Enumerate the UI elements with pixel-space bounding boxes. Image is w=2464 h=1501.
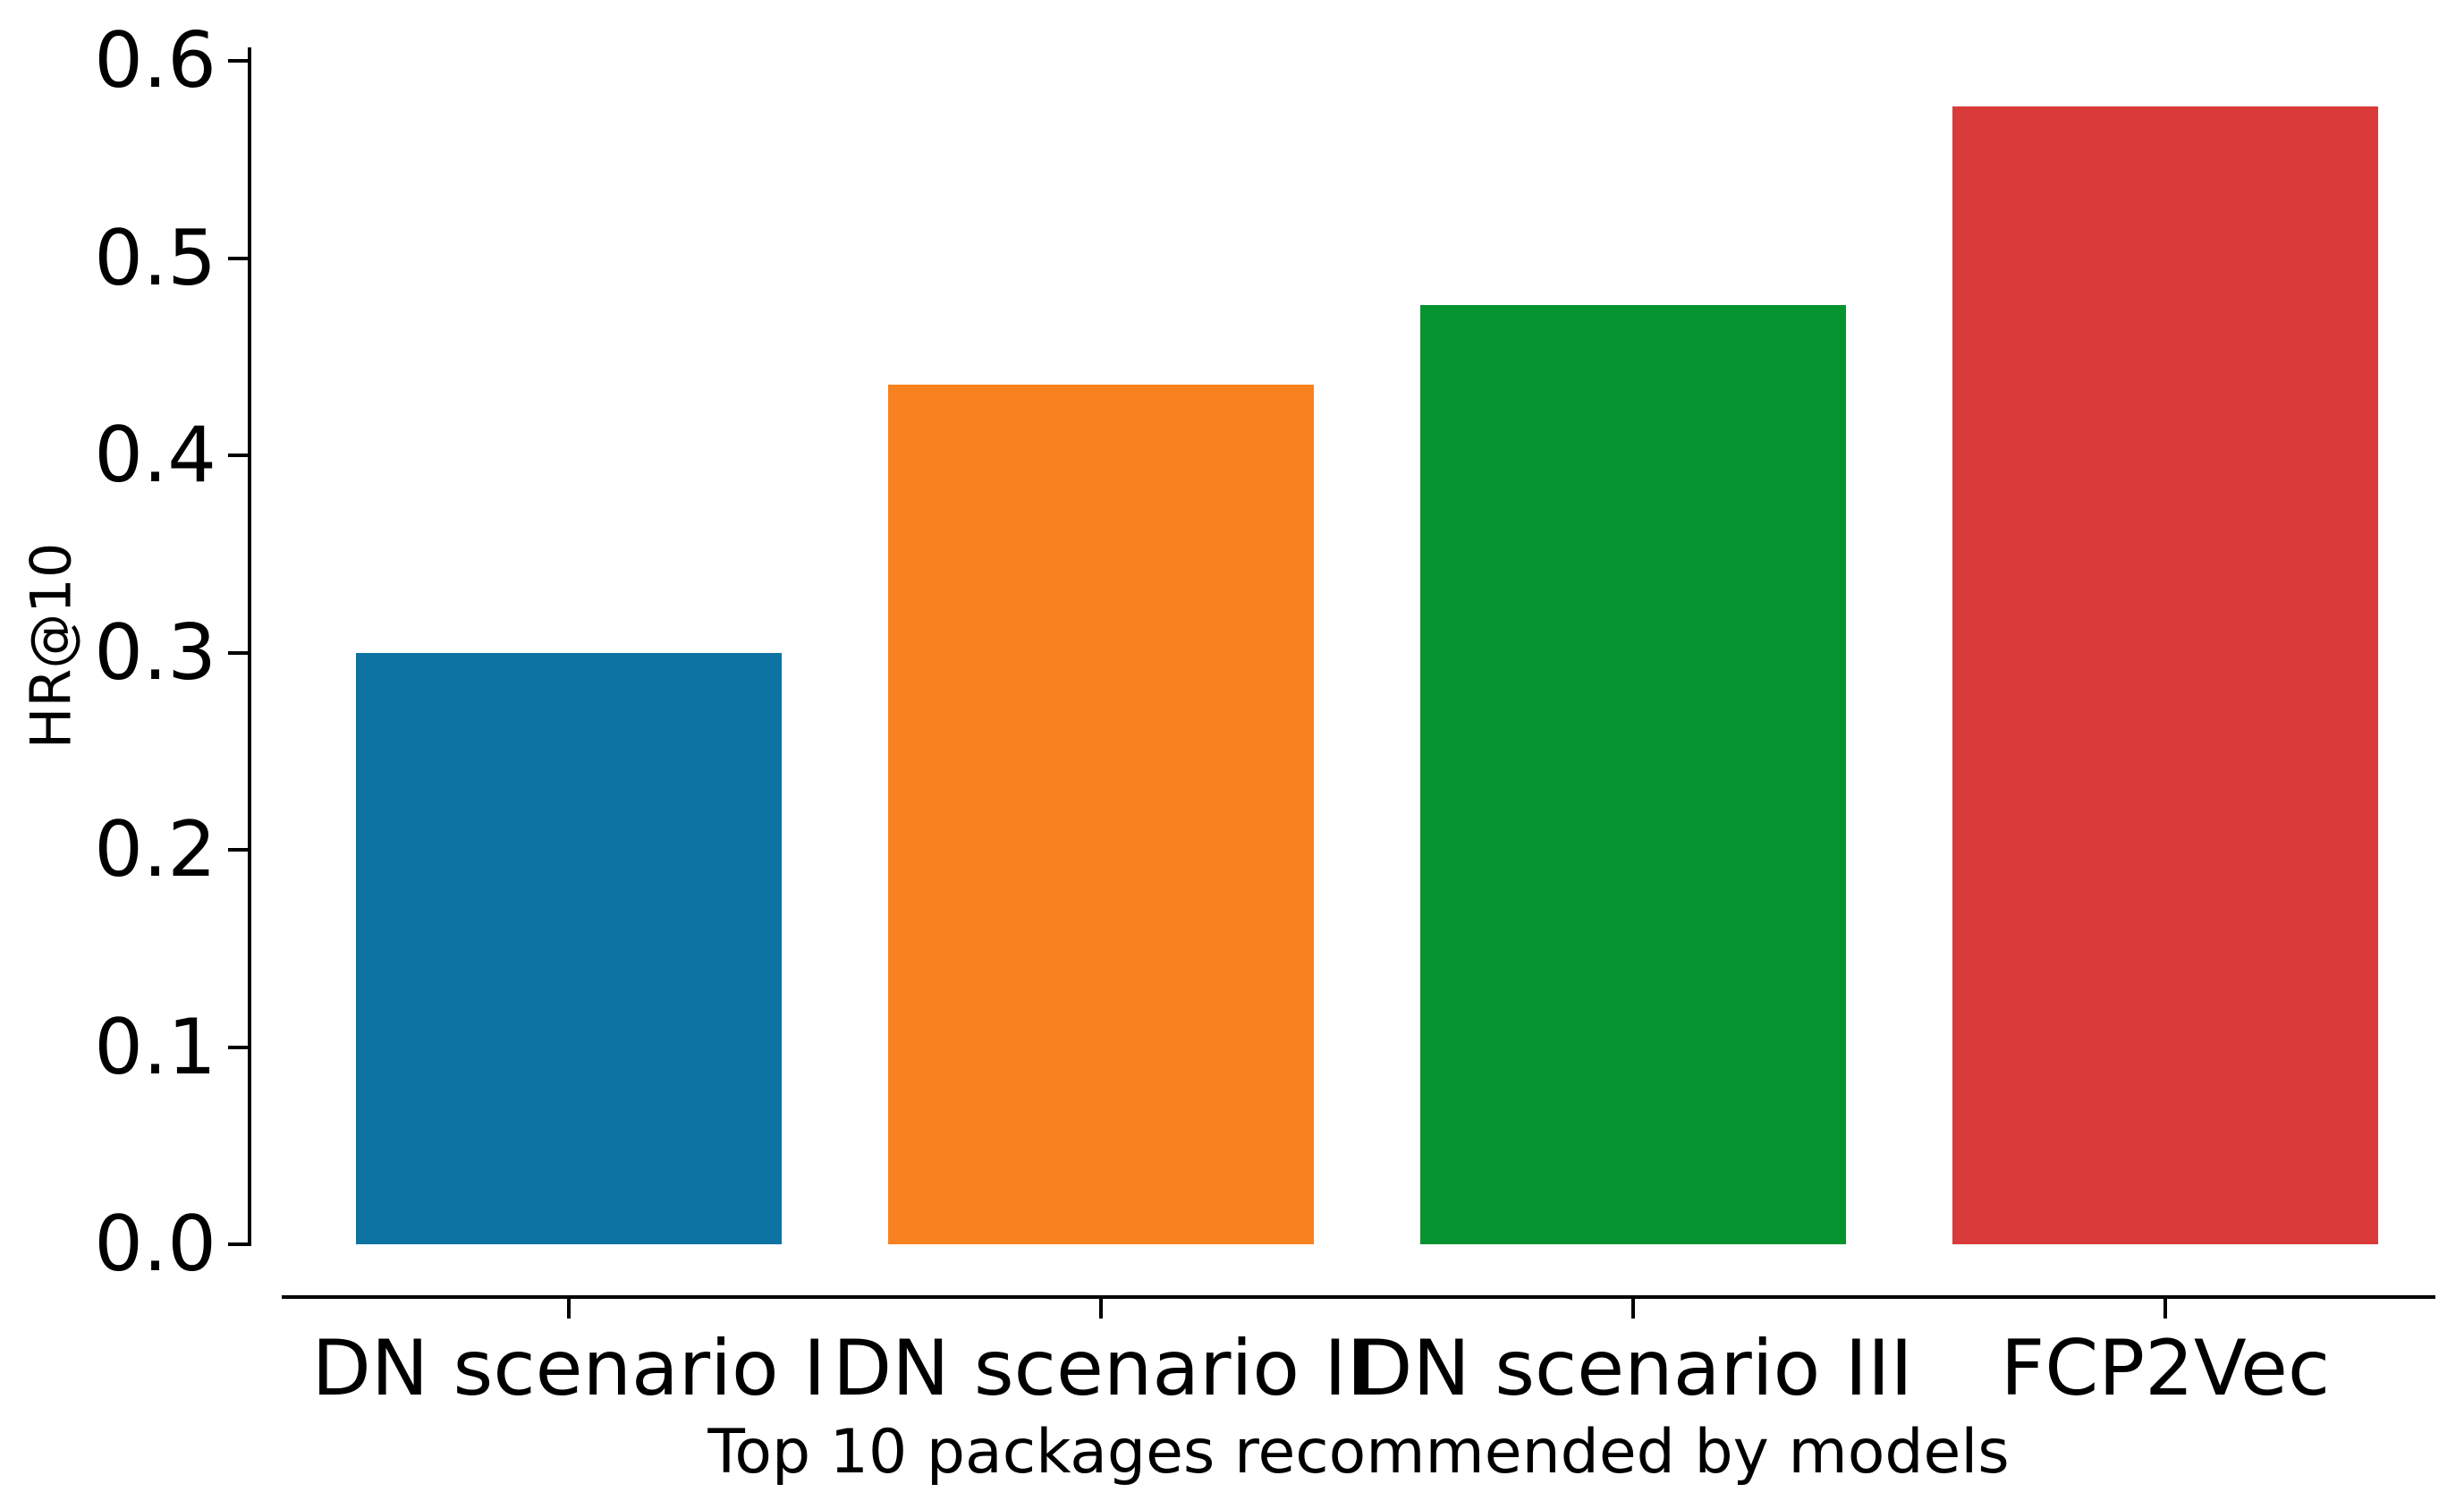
x-axis-label: Top 10 packages recommended by models <box>707 1417 2010 1488</box>
y-axis-spine <box>248 47 251 1246</box>
y-tick-label-0-3: 0.3 <box>94 607 216 698</box>
y-tick-label-0-6: 0.6 <box>94 16 216 106</box>
x-axis-spine <box>282 1295 2435 1299</box>
y-tick-label-0-0: 0.0 <box>94 1200 216 1289</box>
y-tickmark-0-6 <box>228 59 249 63</box>
x-tick-label-fcp2vec: FCP2Vec <box>2000 1324 2331 1413</box>
y-tickmark-0-2 <box>228 848 249 852</box>
x-tickmark-dn-scenario-i <box>567 1299 571 1319</box>
y-tickmark-0-5 <box>228 256 249 260</box>
y-axis-label: HR@10 <box>18 542 84 750</box>
x-tickmark-fcp2vec <box>2163 1299 2167 1319</box>
y-tickmark-0-3 <box>228 650 249 655</box>
y-tick-label-0-5: 0.5 <box>94 213 216 303</box>
bar-fcp2vec <box>1952 106 2378 1244</box>
bar-dn-scenario-i <box>356 652 782 1244</box>
y-tickmark-0-1 <box>228 1045 249 1049</box>
x-tickmark-dn-scenario-iii <box>1631 1299 1635 1319</box>
x-tick-label-dn-scenario-i: DN scenario I <box>311 1324 826 1413</box>
bar-dn-scenario-iii <box>1420 305 1846 1244</box>
x-tick-label-dn-scenario-iii: DN scenario III <box>1353 1324 1913 1413</box>
y-tick-label-0-2: 0.2 <box>94 805 216 895</box>
bar-dn-scenario-ii <box>888 384 1314 1244</box>
y-tick-label-0-1: 0.1 <box>94 1002 216 1092</box>
y-tickmark-0-4 <box>228 454 249 457</box>
y-tick-label-0-4: 0.4 <box>94 411 216 500</box>
y-tickmark-0-0 <box>228 1242 249 1246</box>
x-tickmark-dn-scenario-ii <box>1099 1299 1103 1319</box>
x-tick-label-dn-scenario-ii: DN scenario II <box>832 1324 1370 1413</box>
